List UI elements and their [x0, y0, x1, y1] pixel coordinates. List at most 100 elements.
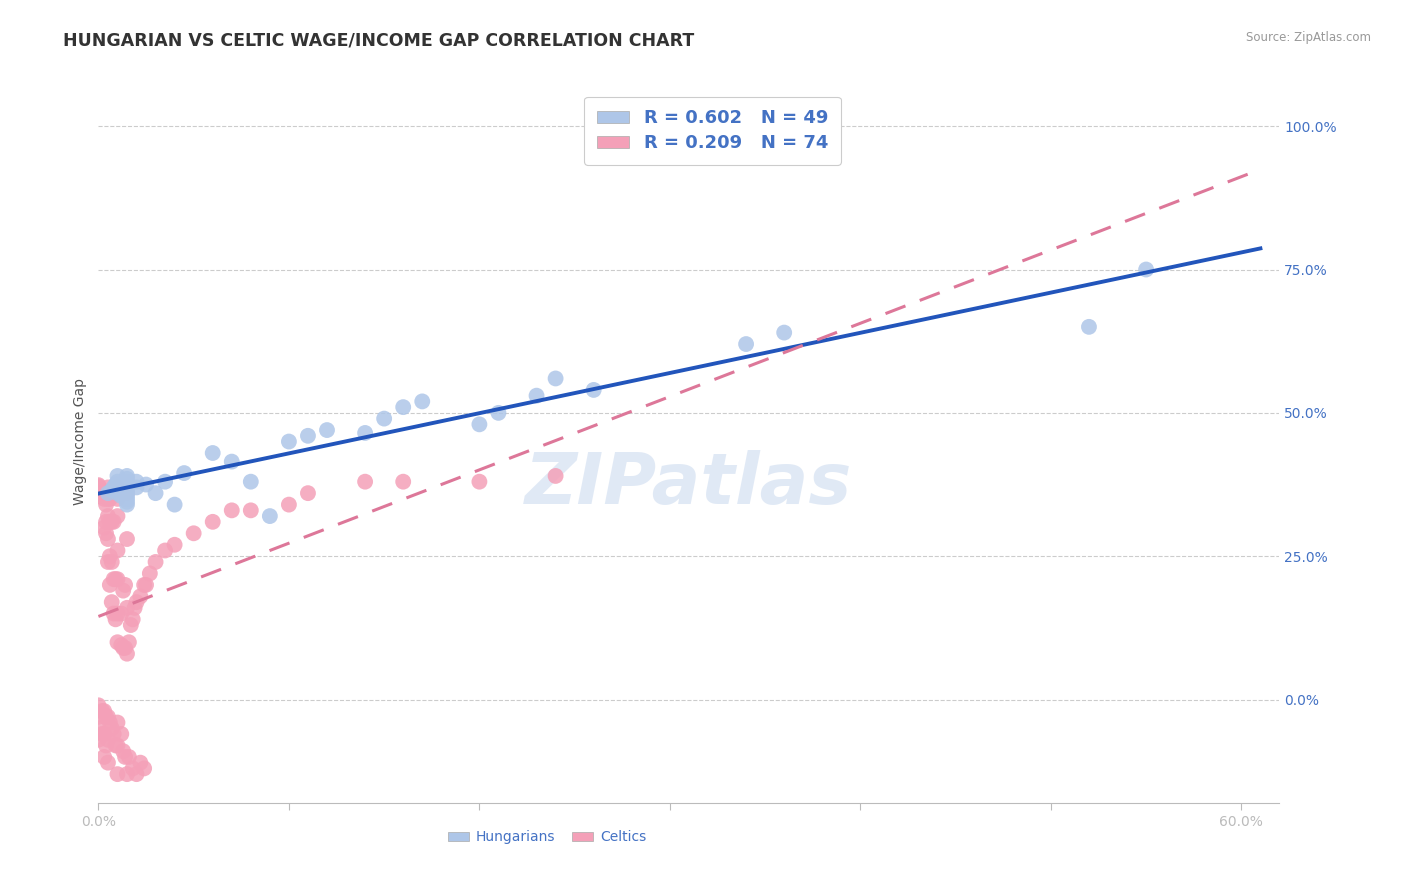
Point — [221, 455, 243, 469]
Point — [103, 515, 125, 529]
Point — [114, 750, 136, 764]
Point — [115, 480, 138, 494]
Point — [544, 469, 567, 483]
Point — [134, 761, 156, 775]
Point — [354, 475, 377, 489]
Point — [544, 371, 567, 385]
Point — [110, 607, 132, 621]
Point — [87, 489, 110, 503]
Point — [259, 509, 281, 524]
Point — [87, 478, 110, 492]
Y-axis label: Wage/Income Gap: Wage/Income Gap — [73, 378, 87, 505]
Point — [297, 429, 319, 443]
Point — [488, 406, 510, 420]
Point — [91, 487, 114, 501]
Point — [107, 739, 129, 753]
Point — [110, 638, 132, 652]
Point — [773, 326, 796, 340]
Point — [526, 389, 548, 403]
Point — [98, 715, 121, 730]
Point — [125, 475, 148, 489]
Point — [115, 532, 138, 546]
Point — [115, 472, 138, 486]
Point — [93, 491, 115, 506]
Point — [115, 483, 138, 498]
Point — [121, 761, 143, 775]
Point — [1135, 262, 1157, 277]
Point — [93, 750, 115, 764]
Point — [277, 498, 299, 512]
Text: HUNGARIAN VS CELTIC WAGE/INCOME GAP CORRELATION CHART: HUNGARIAN VS CELTIC WAGE/INCOME GAP CORR… — [63, 31, 695, 49]
Point — [87, 710, 110, 724]
Point — [163, 498, 186, 512]
Point — [87, 479, 110, 493]
Point — [135, 477, 157, 491]
Point — [392, 475, 415, 489]
Point — [94, 526, 117, 541]
Point — [87, 486, 110, 500]
Point — [115, 498, 138, 512]
Point — [107, 543, 129, 558]
Point — [110, 727, 132, 741]
Point — [221, 503, 243, 517]
Point — [107, 475, 129, 489]
Point — [103, 607, 125, 621]
Point — [354, 425, 377, 440]
Point — [97, 555, 120, 569]
Point — [120, 618, 142, 632]
Point — [98, 515, 121, 529]
Point — [112, 744, 135, 758]
Point — [97, 732, 120, 747]
Point — [107, 477, 129, 491]
Point — [107, 480, 129, 494]
Point — [107, 767, 129, 781]
Point — [112, 640, 135, 655]
Point — [107, 572, 129, 586]
Point — [115, 491, 138, 506]
Point — [277, 434, 299, 449]
Point — [93, 704, 115, 718]
Point — [94, 486, 117, 500]
Point — [183, 526, 205, 541]
Point — [93, 520, 115, 534]
Point — [173, 466, 195, 480]
Point — [124, 600, 146, 615]
Point — [115, 469, 138, 483]
Point — [97, 480, 120, 494]
Point — [98, 549, 121, 564]
Point — [104, 739, 127, 753]
Point — [1078, 319, 1101, 334]
Point — [104, 477, 127, 491]
Point — [115, 486, 138, 500]
Point — [98, 491, 121, 506]
Point — [115, 475, 138, 489]
Point — [107, 607, 129, 621]
Point — [97, 710, 120, 724]
Point — [115, 767, 138, 781]
Point — [118, 635, 141, 649]
Point — [239, 475, 262, 489]
Point — [115, 489, 138, 503]
Point — [125, 480, 148, 494]
Point — [115, 494, 138, 508]
Point — [153, 543, 176, 558]
Point — [97, 532, 120, 546]
Point — [297, 486, 319, 500]
Point — [91, 483, 114, 498]
Point — [107, 486, 129, 500]
Point — [112, 583, 135, 598]
Point — [411, 394, 433, 409]
Point — [115, 647, 138, 661]
Point — [94, 498, 117, 512]
Point — [87, 482, 110, 496]
Point — [87, 482, 110, 496]
Point — [107, 491, 129, 506]
Point — [153, 475, 176, 489]
Text: ZIPatlas: ZIPatlas — [526, 450, 852, 519]
Point — [118, 750, 141, 764]
Point — [103, 572, 125, 586]
Point — [87, 732, 110, 747]
Point — [114, 640, 136, 655]
Point — [97, 486, 120, 500]
Point — [107, 509, 129, 524]
